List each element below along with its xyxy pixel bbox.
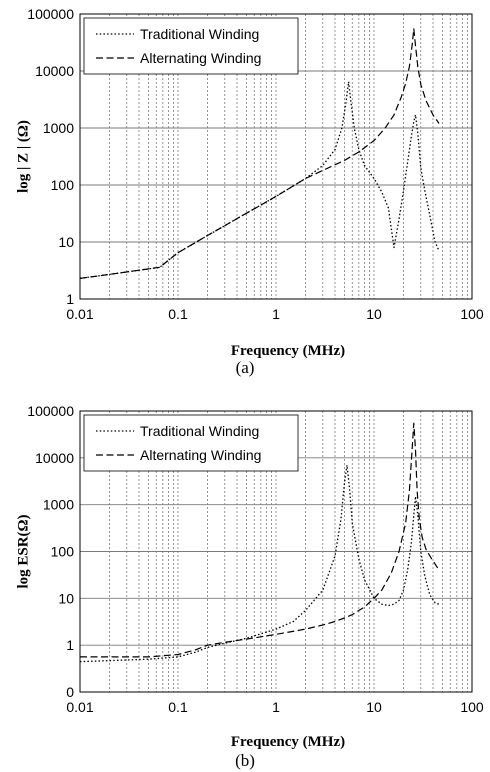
chart-b-xtick: 100 bbox=[460, 699, 484, 715]
chart-a-xlabel: Frequency (MHz) bbox=[231, 343, 345, 359]
chart-a-caption: (a) bbox=[236, 358, 255, 377]
chart-a-legend: Traditional Winding Alternating Winding bbox=[83, 17, 299, 75]
chart-a-ytick: 10 bbox=[58, 234, 74, 250]
chart-a-ytick: 1000 bbox=[43, 120, 74, 136]
chart-a-legend-traditional: Traditional Winding bbox=[140, 26, 259, 42]
chart-a-series-alternating bbox=[79, 28, 440, 279]
chart-a-frame bbox=[79, 13, 473, 300]
chart-a-ylabel: log | Z | (Ω) bbox=[15, 120, 31, 193]
chart-a-xtick: 10 bbox=[366, 306, 382, 322]
chart-b-ytick: 10 bbox=[58, 590, 74, 606]
chart-a-ytick: 100 bbox=[51, 177, 75, 193]
chart-b-xlabel: Frequency (MHz) bbox=[231, 734, 345, 750]
chart-a-ytick: 1 bbox=[66, 291, 74, 307]
chart-b-ylabel: log ESR(Ω) bbox=[15, 514, 31, 588]
chart-a-series bbox=[79, 28, 440, 280]
chart-b-ytick: 1 bbox=[66, 637, 74, 653]
chart-b-series-alternating bbox=[80, 422, 440, 658]
chart-b-ytick: 10000 bbox=[35, 450, 74, 466]
chart-a-xtick: 100 bbox=[460, 306, 484, 322]
chart-b-series-traditional bbox=[79, 464, 440, 663]
chart-b-ytick: 0 bbox=[66, 684, 74, 700]
chart-b-xtick: 1 bbox=[272, 699, 280, 715]
chart-a-legend-alternating: Alternating Winding bbox=[140, 50, 261, 66]
chart-a-xtick: 1 bbox=[272, 306, 280, 322]
chart-b-ytick: 100000 bbox=[27, 403, 74, 419]
chart-a-xtick: 0.01 bbox=[66, 306, 93, 322]
chart-b-xtick: 10 bbox=[366, 699, 382, 715]
chart-a-series-traditional bbox=[79, 81, 440, 280]
chart-a-legend-box bbox=[83, 17, 299, 75]
chart-b-legend-alternating: Alternating Winding bbox=[140, 447, 261, 463]
chart-a-ytick: 100000 bbox=[27, 6, 74, 22]
chart-b-xtick: 0.01 bbox=[66, 699, 93, 715]
chart-b-legend-box bbox=[83, 414, 299, 472]
chart-b-ytick: 100 bbox=[51, 544, 75, 560]
chart-b-frame bbox=[79, 410, 473, 693]
chart-a-ytick: 10000 bbox=[35, 63, 74, 79]
chart-a-ticks: 0.01 0.1 1 10 100 1 10 100 1000 10000 100000 bbox=[27, 6, 484, 322]
chart-b-legend: Traditional Winding Alternating Winding bbox=[83, 414, 299, 472]
chart-b-series bbox=[79, 422, 440, 663]
chart-b-caption: (b) bbox=[235, 751, 255, 770]
chart-a-xtick: 0.1 bbox=[168, 306, 188, 322]
chart-b-legend-traditional: Traditional Winding bbox=[140, 423, 259, 439]
chart-b-xtick: 0.1 bbox=[168, 699, 188, 715]
chart-a-grid bbox=[80, 14, 472, 299]
chart-b-ytick: 1000 bbox=[43, 497, 74, 513]
chart-b-grid bbox=[80, 411, 472, 692]
chart-a: 0.01 0.1 1 10 100 1 10 100 1000 10000 100000 Frequ… bbox=[15, 6, 484, 377]
